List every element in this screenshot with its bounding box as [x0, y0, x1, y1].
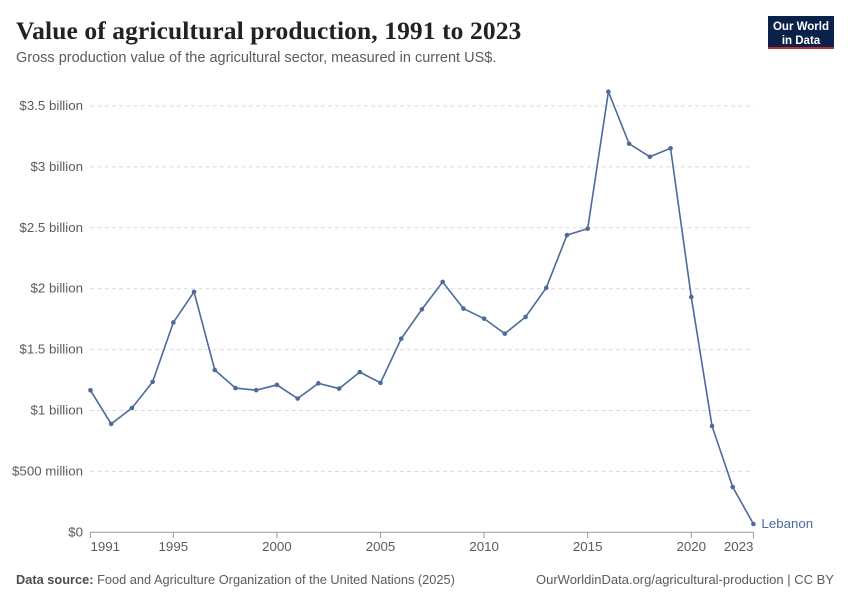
svg-text:2015: 2015 — [573, 539, 603, 554]
svg-text:2010: 2010 — [469, 539, 499, 554]
svg-text:$1 billion: $1 billion — [31, 403, 84, 418]
svg-text:2005: 2005 — [366, 539, 396, 554]
svg-text:$3 billion: $3 billion — [31, 159, 84, 174]
svg-text:1995: 1995 — [159, 539, 189, 554]
svg-text:$0: $0 — [68, 524, 83, 539]
svg-text:$3.5 billion: $3.5 billion — [19, 98, 83, 113]
svg-text:$500 million: $500 million — [12, 463, 83, 478]
svg-text:1991: 1991 — [90, 539, 120, 554]
svg-text:2020: 2020 — [676, 539, 706, 554]
svg-text:$1.5 billion: $1.5 billion — [19, 342, 83, 357]
svg-text:2023: 2023 — [724, 539, 754, 554]
svg-text:$2.5 billion: $2.5 billion — [19, 220, 83, 235]
svg-text:Lebanon: Lebanon — [761, 516, 813, 531]
svg-text:$2 billion: $2 billion — [31, 281, 84, 296]
svg-text:2000: 2000 — [262, 539, 292, 554]
